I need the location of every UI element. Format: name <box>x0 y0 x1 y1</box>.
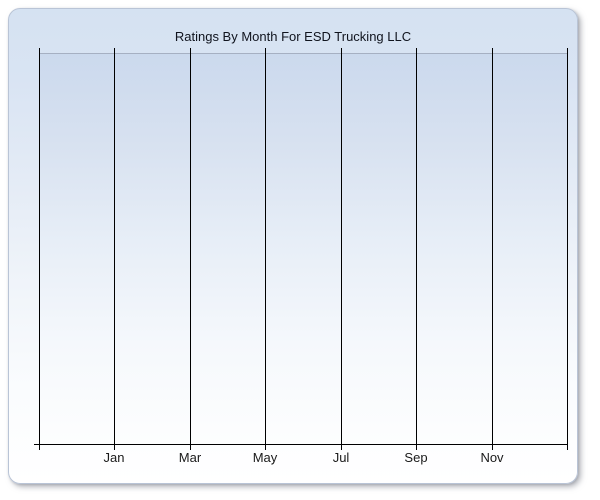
x-axis-label: Nov <box>480 450 504 465</box>
x-axis-tick <box>265 444 266 450</box>
gridline <box>265 48 266 444</box>
x-axis-label: Sep <box>404 450 428 465</box>
x-axis-tick <box>492 444 493 450</box>
gridline <box>492 48 493 444</box>
chart-title: Ratings By Month For ESD Trucking LLC <box>174 29 412 44</box>
x-axis-tick <box>114 444 115 450</box>
plot-area <box>39 53 568 445</box>
gridline <box>190 48 191 444</box>
gridline <box>567 48 568 444</box>
x-axis-tick <box>341 444 342 450</box>
gridline <box>114 48 115 444</box>
x-axis-tick <box>39 444 40 450</box>
x-axis-label: May <box>252 450 278 465</box>
x-axis-line <box>34 444 568 445</box>
x-axis-tick <box>416 444 417 450</box>
x-axis-label: Jan <box>103 450 125 465</box>
x-axis-tick <box>567 444 568 450</box>
x-axis-label: Mar <box>178 450 202 465</box>
gridline <box>341 48 342 444</box>
gridline <box>416 48 417 444</box>
gridline <box>39 48 40 444</box>
x-axis-tick <box>190 444 191 450</box>
chart-panel: Ratings By Month For ESD Trucking LLC Ja… <box>8 8 578 484</box>
x-axis-label: Jul <box>332 450 350 465</box>
